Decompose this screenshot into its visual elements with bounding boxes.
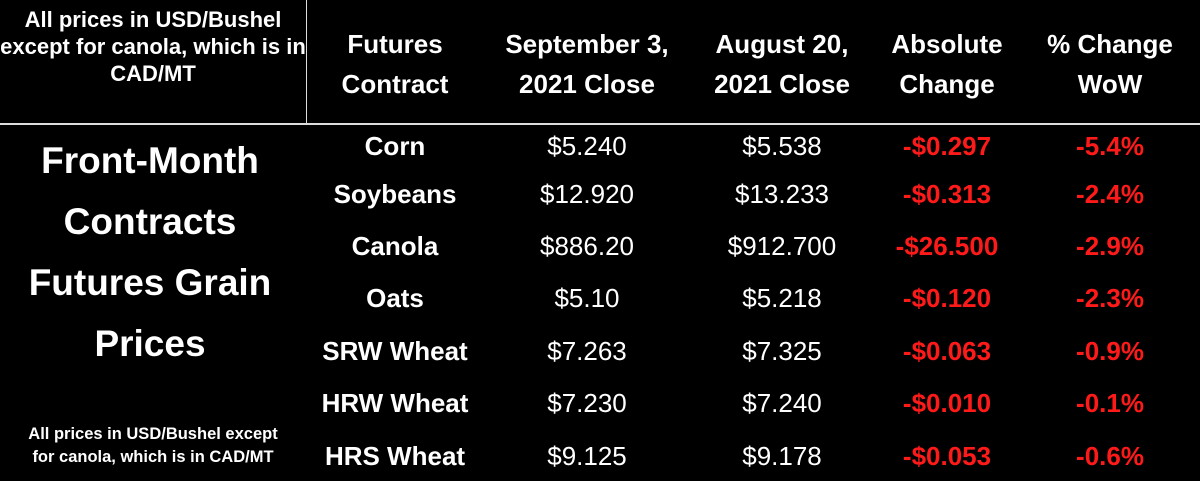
cell-pct-change: -0.1% (1076, 387, 1144, 418)
header-horizontal-divider (0, 123, 1200, 125)
cell-absolute-change: -$0.120 (902, 282, 992, 313)
column-header-futures-contract: Futures Contract (341, 29, 449, 99)
cell-absolute-change: -$26.500 (895, 230, 999, 261)
cell-contract: Corn (364, 130, 426, 161)
column-header-pct-change-wow: % Change WoW (1047, 29, 1173, 99)
cell-absolute-change: -$0.053 (902, 440, 992, 471)
cell-contract: Oats (366, 282, 424, 313)
cell-pct-change: -2.4% (1076, 178, 1144, 209)
cell-absolute-change: -$0.063 (902, 335, 992, 366)
cell-aug20-close: $5.218 (742, 282, 822, 313)
cell-pct-change: -0.9% (1076, 335, 1144, 366)
cell-pct-change: -0.6% (1076, 440, 1144, 471)
cell-sep3-close: $5.10 (554, 282, 620, 313)
column-header-sep3-close: September 3, 2021 Close (505, 29, 669, 99)
column-header-absolute-change: Absolute Change (891, 29, 1003, 99)
cell-contract: HRS Wheat (324, 440, 466, 471)
cell-aug20-close: $5.538 (742, 130, 822, 161)
cell-sep3-close: $7.263 (547, 335, 627, 366)
cell-aug20-close: $9.178 (742, 440, 822, 471)
cell-sep3-close: $5.240 (547, 130, 627, 161)
cell-sep3-close: $886.20 (540, 230, 634, 261)
cell-aug20-close: $912.700 (727, 230, 837, 261)
cell-contract: Canola (351, 230, 439, 261)
units-note-bottom: All prices in USD/Bushel except for cano… (28, 425, 278, 466)
cell-sep3-close: $7.230 (547, 387, 627, 418)
cell-contract: HRW Wheat (321, 387, 469, 418)
cell-absolute-change: -$0.010 (902, 387, 992, 418)
cell-pct-change: -2.9% (1076, 230, 1144, 261)
cell-pct-change: -2.3% (1076, 282, 1144, 313)
cell-aug20-close: $7.240 (742, 387, 822, 418)
cell-aug20-close: $13.233 (735, 178, 829, 209)
cell-sep3-close: $9.125 (547, 440, 627, 471)
cell-absolute-change: -$0.313 (902, 178, 992, 209)
cell-contract: SRW Wheat (322, 335, 468, 366)
cell-contract: Soybeans (333, 178, 457, 209)
cell-pct-change: -5.4% (1076, 130, 1144, 161)
cell-sep3-close: $12.920 (540, 178, 634, 209)
cell-aug20-close: $7.325 (742, 335, 822, 366)
header-vertical-divider (306, 0, 307, 124)
units-note-top: All prices in USD/Bushel except for cano… (0, 7, 306, 86)
column-header-aug20-close: August 20, 2021 Close (714, 29, 850, 99)
side-title: Front-Month Contracts Futures Grain Pric… (28, 140, 272, 364)
cell-absolute-change: -$0.297 (902, 130, 992, 161)
